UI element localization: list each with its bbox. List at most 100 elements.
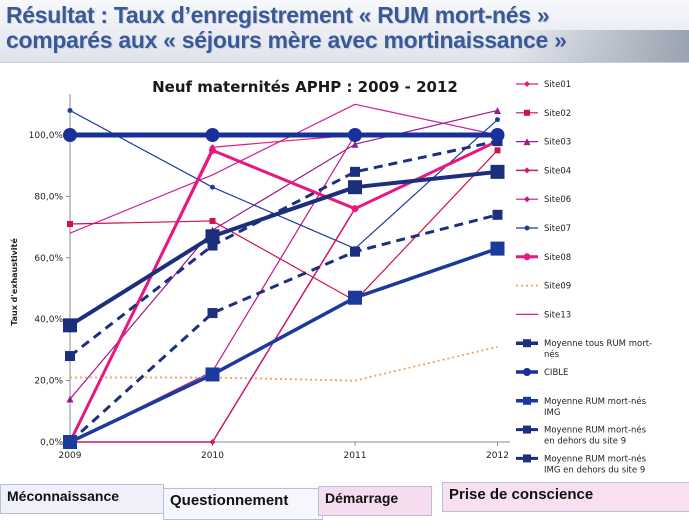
y-tick-label: 60,0% bbox=[34, 254, 63, 264]
title-shade bbox=[509, 30, 689, 62]
legend-entry: Site03 bbox=[516, 138, 571, 148]
phase-meconnaissance: Méconnaissance bbox=[0, 484, 164, 514]
legend-entry: Site13 bbox=[516, 310, 571, 320]
data-point bbox=[523, 138, 531, 146]
series-line bbox=[70, 345, 498, 382]
y-tick-label: 80,0% bbox=[34, 192, 63, 202]
data-point bbox=[351, 205, 359, 213]
x-tick-label: 2011 bbox=[344, 451, 367, 461]
series-10 bbox=[63, 128, 505, 142]
series-line bbox=[69, 246, 499, 444]
series-line bbox=[69, 139, 498, 358]
series-line bbox=[68, 169, 498, 328]
series-layer bbox=[63, 103, 505, 449]
y-tick-label: 20,0% bbox=[34, 377, 63, 387]
data-point bbox=[67, 107, 73, 113]
series-line bbox=[69, 103, 498, 234]
legend: Site01 Site02 Site03 Site04 Site06 Site07 Site… bbox=[516, 80, 652, 475]
x-tick-label: 2012 bbox=[486, 451, 509, 461]
data-point bbox=[210, 184, 215, 190]
data-point bbox=[494, 106, 501, 114]
legend-label: Site07 bbox=[544, 224, 571, 234]
phase-prise-de-conscience: Prise de conscience bbox=[442, 482, 689, 512]
data-point bbox=[524, 167, 530, 174]
data-point bbox=[348, 180, 362, 195]
series-line bbox=[68, 213, 498, 444]
legend-label: Moyenne RUM mort-nés bbox=[544, 425, 647, 436]
slide-title-line-2: comparés aux « séjours mère avec mortina… bbox=[6, 27, 567, 53]
legend-entry: Site02 bbox=[516, 109, 571, 119]
data-point bbox=[67, 221, 73, 228]
data-point bbox=[66, 395, 74, 403]
data-point bbox=[490, 128, 505, 142]
legend-label: Site02 bbox=[544, 109, 571, 119]
data-point bbox=[348, 128, 362, 142]
legend-label: nés bbox=[544, 349, 560, 360]
series-3 bbox=[67, 138, 501, 445]
legend-entry: Site08 bbox=[516, 253, 571, 263]
data-point bbox=[209, 146, 216, 154]
series-line bbox=[69, 149, 498, 302]
x-tick-label: 2009 bbox=[59, 451, 82, 461]
legend-label: Site08 bbox=[544, 253, 571, 263]
data-point bbox=[351, 140, 359, 148]
slide-title-line-1: Résultat : Taux d’enregistrement « RUM m… bbox=[6, 2, 550, 28]
series-line bbox=[69, 109, 498, 250]
data-point bbox=[65, 351, 75, 362]
axes: 0,0% 20,0% 40,0% 60,0% 80,0% 100,0% 2009 2010 20… bbox=[29, 94, 510, 461]
legend-entry: Site09 bbox=[516, 282, 571, 292]
line-chart: Neuf maternités APHP : 2009 - 2012 Taux … bbox=[9, 78, 652, 475]
data-point bbox=[523, 454, 531, 463]
y-tick-label: 40,0% bbox=[34, 315, 63, 325]
series-line bbox=[68, 139, 499, 443]
phase-demarrage: Démarrage bbox=[318, 486, 432, 516]
data-point bbox=[350, 246, 360, 257]
data-point bbox=[350, 166, 360, 177]
data-point bbox=[523, 425, 531, 434]
series-8 bbox=[69, 103, 498, 234]
legend-label: Site01 bbox=[544, 80, 571, 90]
series-9 bbox=[63, 164, 505, 333]
legend-label: Moyenne RUM mort-nés bbox=[544, 396, 647, 407]
series-line bbox=[70, 140, 498, 443]
data-point bbox=[490, 241, 505, 256]
data-point bbox=[348, 290, 362, 305]
data-point bbox=[524, 81, 530, 87]
data-point bbox=[63, 318, 77, 333]
data-point bbox=[205, 229, 220, 244]
data-point bbox=[523, 368, 531, 376]
series-6 bbox=[66, 137, 501, 446]
legend-entry: Site01 bbox=[516, 80, 571, 90]
data-point bbox=[523, 253, 531, 261]
series-11 bbox=[63, 241, 505, 449]
legend-label: Site09 bbox=[544, 282, 571, 292]
data-point bbox=[524, 225, 530, 231]
data-point bbox=[205, 128, 220, 142]
y-axis-label: Taux d'exhaustivité bbox=[9, 238, 19, 326]
data-point bbox=[490, 164, 505, 179]
y-tick-label: 100,0% bbox=[29, 131, 64, 141]
data-point bbox=[205, 367, 220, 382]
legend-label: Site03 bbox=[544, 138, 571, 148]
series-line bbox=[69, 109, 498, 400]
legend-entry: Site06 bbox=[516, 195, 571, 205]
legend-label: Moyenne tous RUM mort- bbox=[544, 339, 652, 349]
legend-entry: Moyenne tous RUM mort-nés bbox=[516, 339, 652, 360]
y-tick-label: 0,0% bbox=[40, 438, 63, 448]
legend-entry: CIBLE bbox=[516, 368, 568, 378]
legend-label: en dehors du site 9 bbox=[544, 437, 626, 447]
data-point bbox=[495, 117, 500, 123]
series-2 bbox=[66, 106, 501, 403]
legend-label: Site13 bbox=[544, 310, 571, 320]
legend-entry: Site04 bbox=[516, 166, 571, 176]
phase-questionnement: Questionnement bbox=[163, 488, 323, 520]
data-point bbox=[524, 196, 530, 203]
x-tick-label: 2010 bbox=[201, 451, 224, 461]
legend-label: Site06 bbox=[544, 195, 571, 205]
legend-entry: Site07 bbox=[516, 224, 571, 234]
legend-label: Site04 bbox=[544, 166, 571, 176]
data-point bbox=[207, 240, 218, 251]
